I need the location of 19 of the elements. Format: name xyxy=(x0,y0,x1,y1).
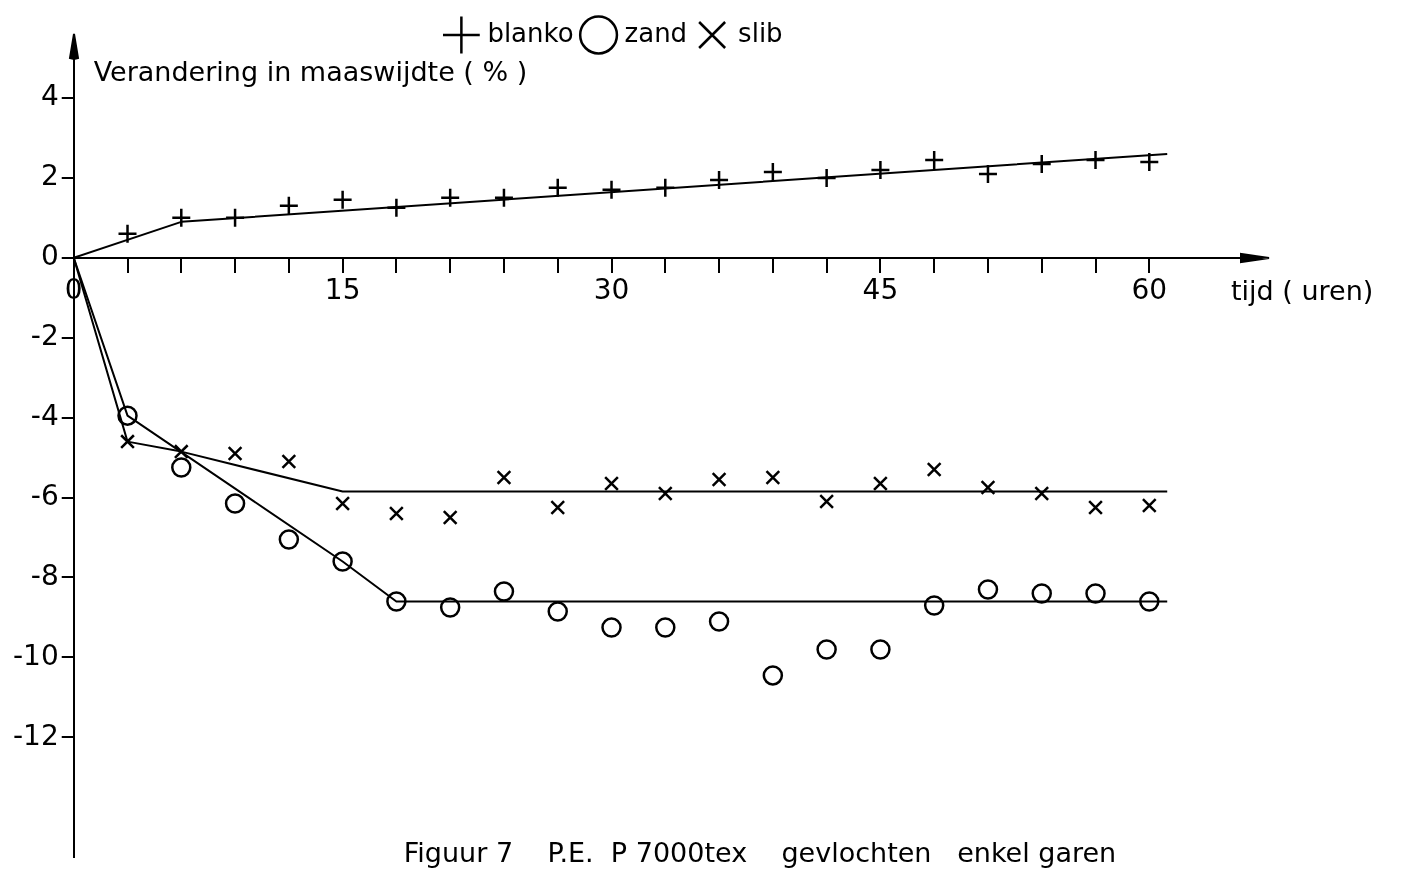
y-tick-label: 2 xyxy=(40,159,59,193)
x-tick-label: 15 xyxy=(324,272,361,306)
y-axis-title: Verandering in maaswijdte ( % ) xyxy=(93,56,528,88)
legend-label: blanko xyxy=(487,17,574,48)
legend-label: slib xyxy=(738,17,783,48)
y-tick-label: -8 xyxy=(30,558,59,592)
x-tick-label: 60 xyxy=(1131,272,1168,306)
x-tick-label: 45 xyxy=(862,272,899,306)
annotation: Figuur 7 P.E. P 7000tex gevlochten enkel garen xyxy=(403,837,1117,869)
y-tick-label: -4 xyxy=(30,398,59,432)
y-tick-label: 0 xyxy=(40,239,59,273)
y-tick-label: 4 xyxy=(40,79,59,113)
x-tick-label: 30 xyxy=(593,272,630,306)
y-tick-label: -2 xyxy=(30,319,59,352)
y-tick-label: -12 xyxy=(13,718,59,752)
legend-label: zand xyxy=(624,17,688,48)
y-tick-label: -10 xyxy=(13,638,59,672)
y-tick-label: -6 xyxy=(30,478,59,512)
x-axis-title: tijd ( uren) xyxy=(1231,274,1374,306)
